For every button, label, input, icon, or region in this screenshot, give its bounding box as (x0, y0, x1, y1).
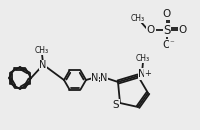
Text: O: O (162, 40, 170, 50)
Text: CH₃: CH₃ (130, 14, 144, 22)
Text: N: N (91, 73, 98, 83)
Text: S: S (112, 100, 119, 110)
Text: O: O (162, 9, 170, 19)
Text: O: O (146, 25, 154, 35)
Text: N: N (100, 73, 107, 83)
Text: CH₃: CH₃ (135, 54, 149, 63)
Text: ⁻: ⁻ (169, 40, 174, 48)
Text: CH₃: CH₃ (35, 46, 49, 54)
Text: O: O (178, 25, 186, 35)
Text: S: S (162, 24, 170, 37)
Text: +: + (144, 69, 151, 77)
Text: N: N (137, 69, 145, 79)
Text: N: N (39, 60, 46, 70)
